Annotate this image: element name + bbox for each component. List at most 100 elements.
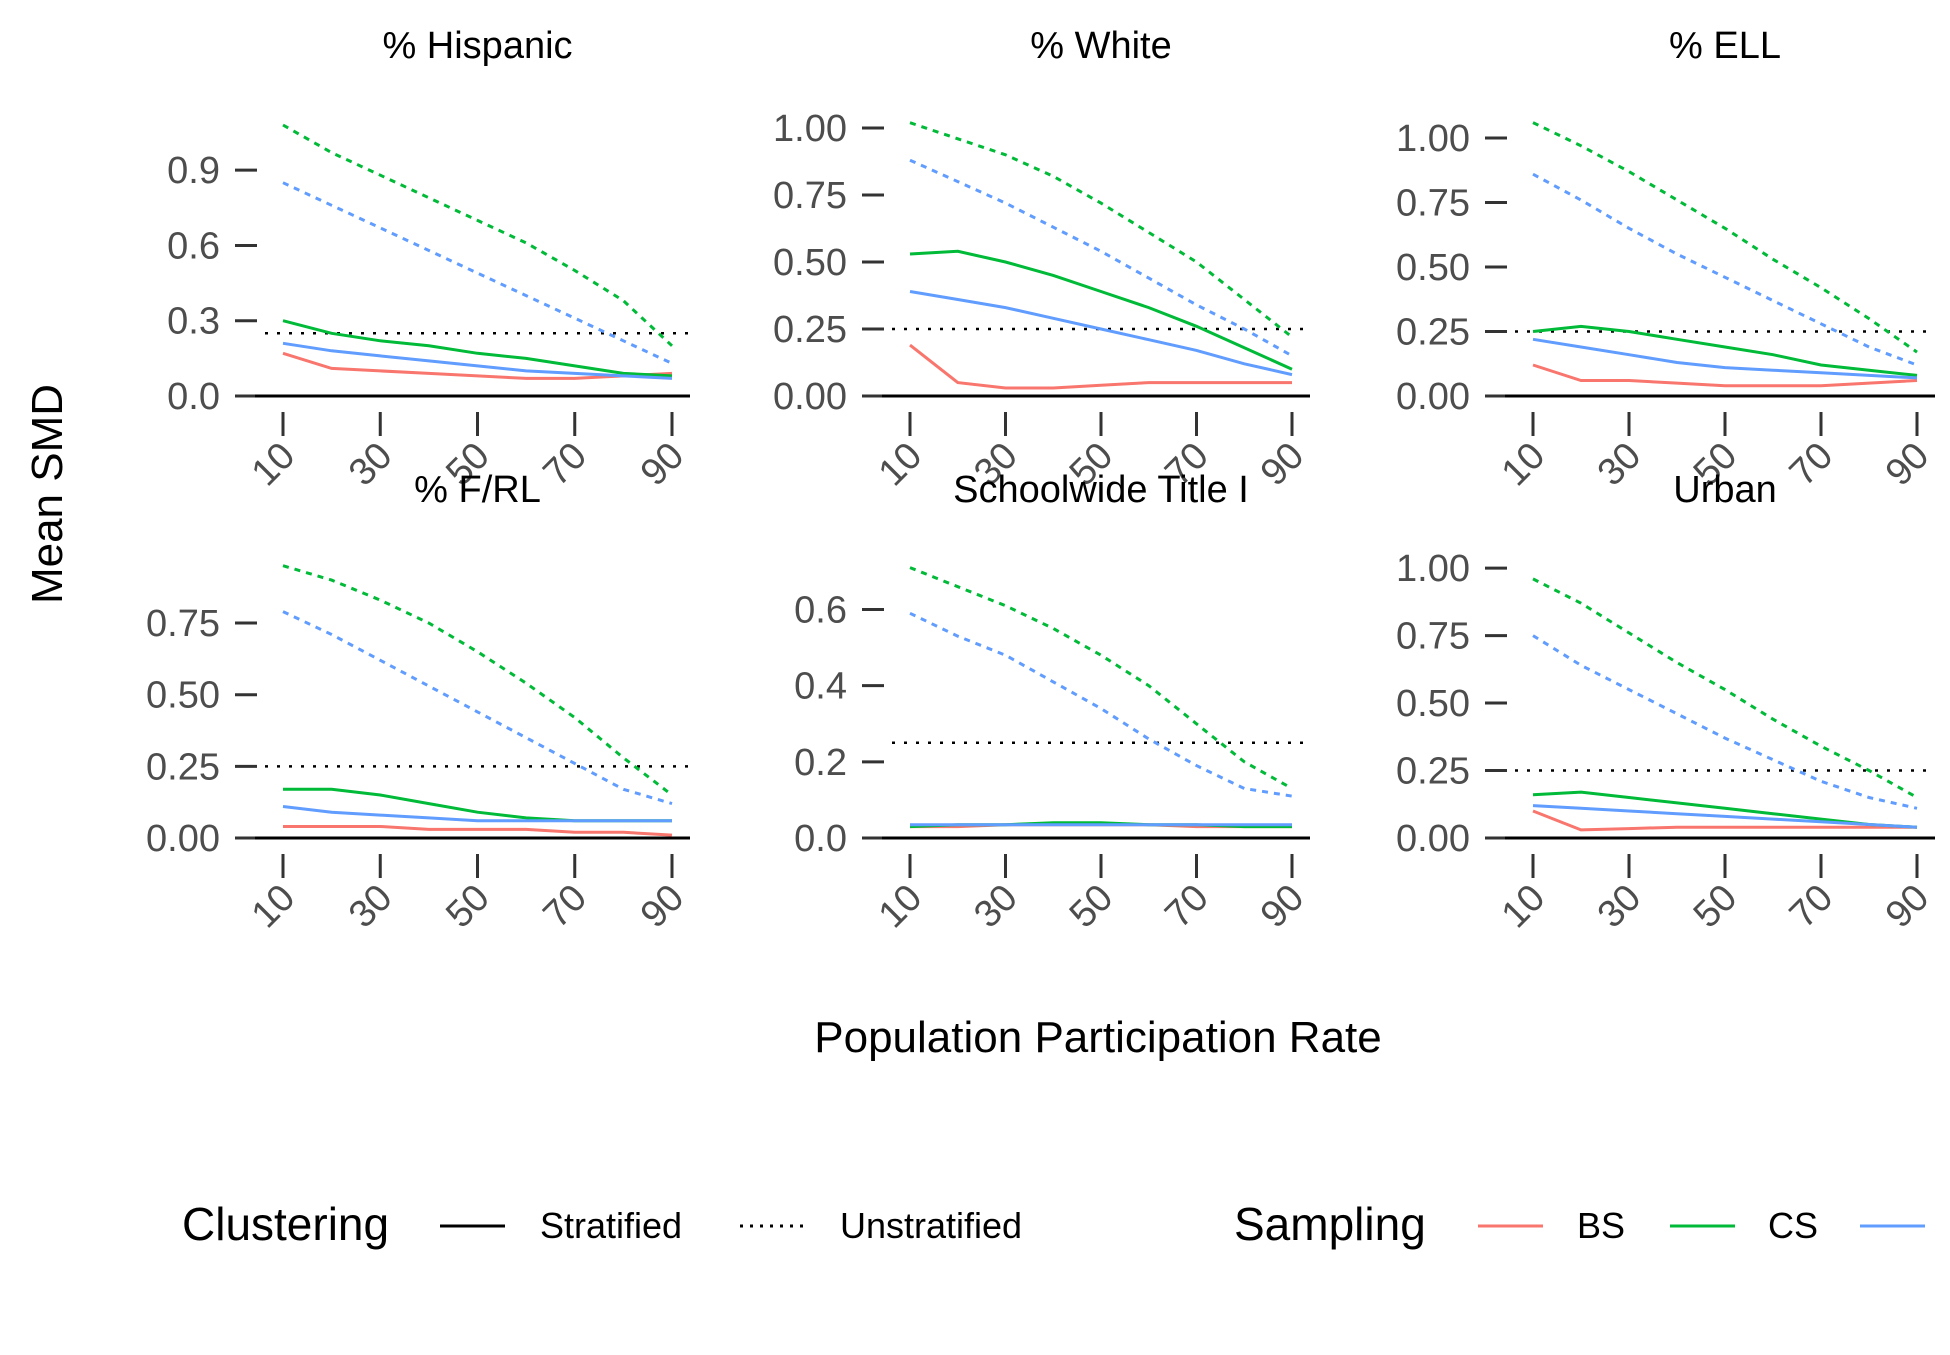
series-line-third-unstratified bbox=[282, 610, 673, 806]
y-tick-label: 0.50 bbox=[1396, 247, 1470, 289]
legend-label-unstratified: Unstratified bbox=[840, 1205, 1022, 1246]
x-tick-label: 90 bbox=[1878, 877, 1938, 937]
y-tick-label: 0.0 bbox=[794, 818, 847, 860]
x-tick-label: 30 bbox=[1590, 435, 1650, 495]
x-tick-label: 70 bbox=[1782, 435, 1842, 495]
panel-title: % ELL bbox=[1669, 25, 1781, 67]
y-tick-label: 1.00 bbox=[773, 108, 847, 150]
x-tick-label: 30 bbox=[341, 877, 401, 937]
y-tick-label: 0.6 bbox=[794, 590, 847, 632]
x-tick-label: 10 bbox=[244, 435, 304, 495]
y-tick-label: 0.2 bbox=[794, 742, 847, 784]
legend-label-stratified: Stratified bbox=[540, 1205, 682, 1246]
panels: % Hispanic 0.0 0.3 0.6 0.9 10 30 50 70 90 % White 0… bbox=[146, 25, 1937, 936]
x-tick-label: 30 bbox=[341, 435, 401, 495]
series-line-cs-unstratified bbox=[282, 564, 673, 797]
y-tick-label: 0.75 bbox=[1396, 616, 1470, 658]
legend-label-cs: CS bbox=[1768, 1205, 1818, 1246]
series-line-bs-stratified bbox=[1532, 809, 1917, 832]
x-tick-label: 10 bbox=[871, 435, 931, 495]
legend-label-bs: BS bbox=[1577, 1205, 1625, 1246]
y-tick-label: 0.00 bbox=[1396, 818, 1470, 860]
x-tick-label: 50 bbox=[1686, 877, 1746, 937]
x-tick-label: 10 bbox=[1494, 435, 1554, 495]
series-line-third-unstratified bbox=[1532, 172, 1918, 367]
series-line-third-stratified bbox=[1532, 804, 1918, 829]
series-line-cs-unstratified bbox=[1532, 121, 1918, 354]
x-tick-label: 70 bbox=[536, 877, 596, 937]
y-tick-label: 0.6 bbox=[167, 225, 220, 267]
y-tick-label: 0.00 bbox=[773, 376, 847, 418]
series-line-third-unstratified bbox=[909, 158, 1293, 358]
x-tick-label: 70 bbox=[1157, 877, 1217, 937]
x-tick-label: 30 bbox=[966, 877, 1026, 937]
x-tick-label: 50 bbox=[1062, 877, 1122, 937]
x-tick-label: 50 bbox=[438, 877, 498, 937]
panel-title: Schoolwide Title I bbox=[953, 469, 1249, 511]
series-line-third-stratified bbox=[1532, 337, 1918, 380]
x-tick-label: 70 bbox=[1782, 877, 1842, 937]
series-line-bs-stratified bbox=[1532, 363, 1918, 388]
x-axis-title: Population Participation Rate bbox=[814, 1013, 1381, 1062]
series-line-cs-unstratified bbox=[282, 123, 674, 347]
y-tick-label: 1.00 bbox=[1396, 548, 1470, 590]
x-tick-label: 10 bbox=[1494, 877, 1554, 937]
series-line-bs-stratified bbox=[283, 825, 673, 837]
y-tick-label: 0.25 bbox=[773, 309, 847, 351]
panel-4: % F/RL 0.00 0.25 0.50 0.75 10 30 50 70 90 bbox=[146, 469, 692, 936]
x-tick-label: 10 bbox=[244, 877, 304, 937]
y-tick-label: 0.50 bbox=[146, 675, 220, 717]
series-line-cs-unstratified bbox=[1532, 577, 1918, 799]
x-tick-label: 70 bbox=[536, 435, 596, 495]
y-axis-title: Mean SMD bbox=[23, 384, 72, 604]
legend-sampling-title: Sampling bbox=[1234, 1198, 1426, 1250]
y-tick-label: 0.25 bbox=[1396, 312, 1470, 354]
y-tick-label: 0.50 bbox=[1396, 683, 1470, 725]
panel-6: Urban 0.00 0.25 0.50 0.75 1.00 10 30 50 70 90 bbox=[1396, 469, 1937, 936]
series-line-bs-stratified bbox=[282, 351, 673, 380]
panel-title: % White bbox=[1030, 25, 1171, 67]
panel-title: Urban bbox=[1673, 469, 1777, 511]
y-tick-label: 0.25 bbox=[1396, 751, 1470, 793]
panel-5: Schoolwide Title I 0.0 0.2 0.4 0.6 10 30 50 70 90 bbox=[794, 469, 1312, 936]
y-tick-label: 0.0 bbox=[167, 376, 220, 418]
y-tick-label: 0.9 bbox=[167, 150, 220, 192]
series-line-third-stratified bbox=[282, 341, 673, 380]
series-line-third-unstratified bbox=[909, 611, 1293, 798]
y-tick-label: 0.4 bbox=[794, 666, 847, 708]
y-tick-label: 0.00 bbox=[1396, 376, 1470, 418]
panel-title: % Hispanic bbox=[382, 25, 572, 67]
series-line-cs-stratified bbox=[282, 319, 673, 378]
series-line-bs-stratified bbox=[909, 343, 1292, 390]
y-tick-label: 0.00 bbox=[146, 818, 220, 860]
x-tick-label: 10 bbox=[871, 877, 931, 937]
x-tick-label: 90 bbox=[1253, 435, 1313, 495]
x-tick-label: 90 bbox=[1878, 435, 1938, 495]
series-line-third-stratified bbox=[282, 805, 672, 823]
series-line-cs-stratified bbox=[1532, 324, 1918, 377]
series-line-cs-stratified bbox=[909, 249, 1293, 371]
x-tick-label: 30 bbox=[1590, 877, 1650, 937]
series-line-cs-unstratified bbox=[909, 121, 1293, 339]
series-line-third-stratified bbox=[909, 290, 1293, 377]
y-tick-label: 0.75 bbox=[146, 603, 220, 645]
x-tick-label: 90 bbox=[1253, 877, 1313, 937]
panel-title: % F/RL bbox=[414, 469, 541, 511]
legend: Clustering Stratified Unstratified Sampl… bbox=[182, 1198, 1925, 1250]
series-line-cs-stratified bbox=[283, 787, 672, 823]
y-tick-label: 0.75 bbox=[1396, 183, 1470, 225]
y-tick-label: 1.00 bbox=[1396, 118, 1470, 160]
series-line-third-unstratified bbox=[1532, 634, 1918, 810]
y-tick-label: 0.50 bbox=[773, 242, 847, 284]
y-tick-label: 0.3 bbox=[167, 301, 220, 343]
x-tick-label: 90 bbox=[633, 877, 693, 937]
legend-clustering-title: Clustering bbox=[182, 1198, 389, 1250]
y-tick-label: 0.75 bbox=[773, 175, 847, 217]
series-line-cs-unstratified bbox=[909, 566, 1293, 790]
y-tick-label: 0.25 bbox=[146, 746, 220, 788]
